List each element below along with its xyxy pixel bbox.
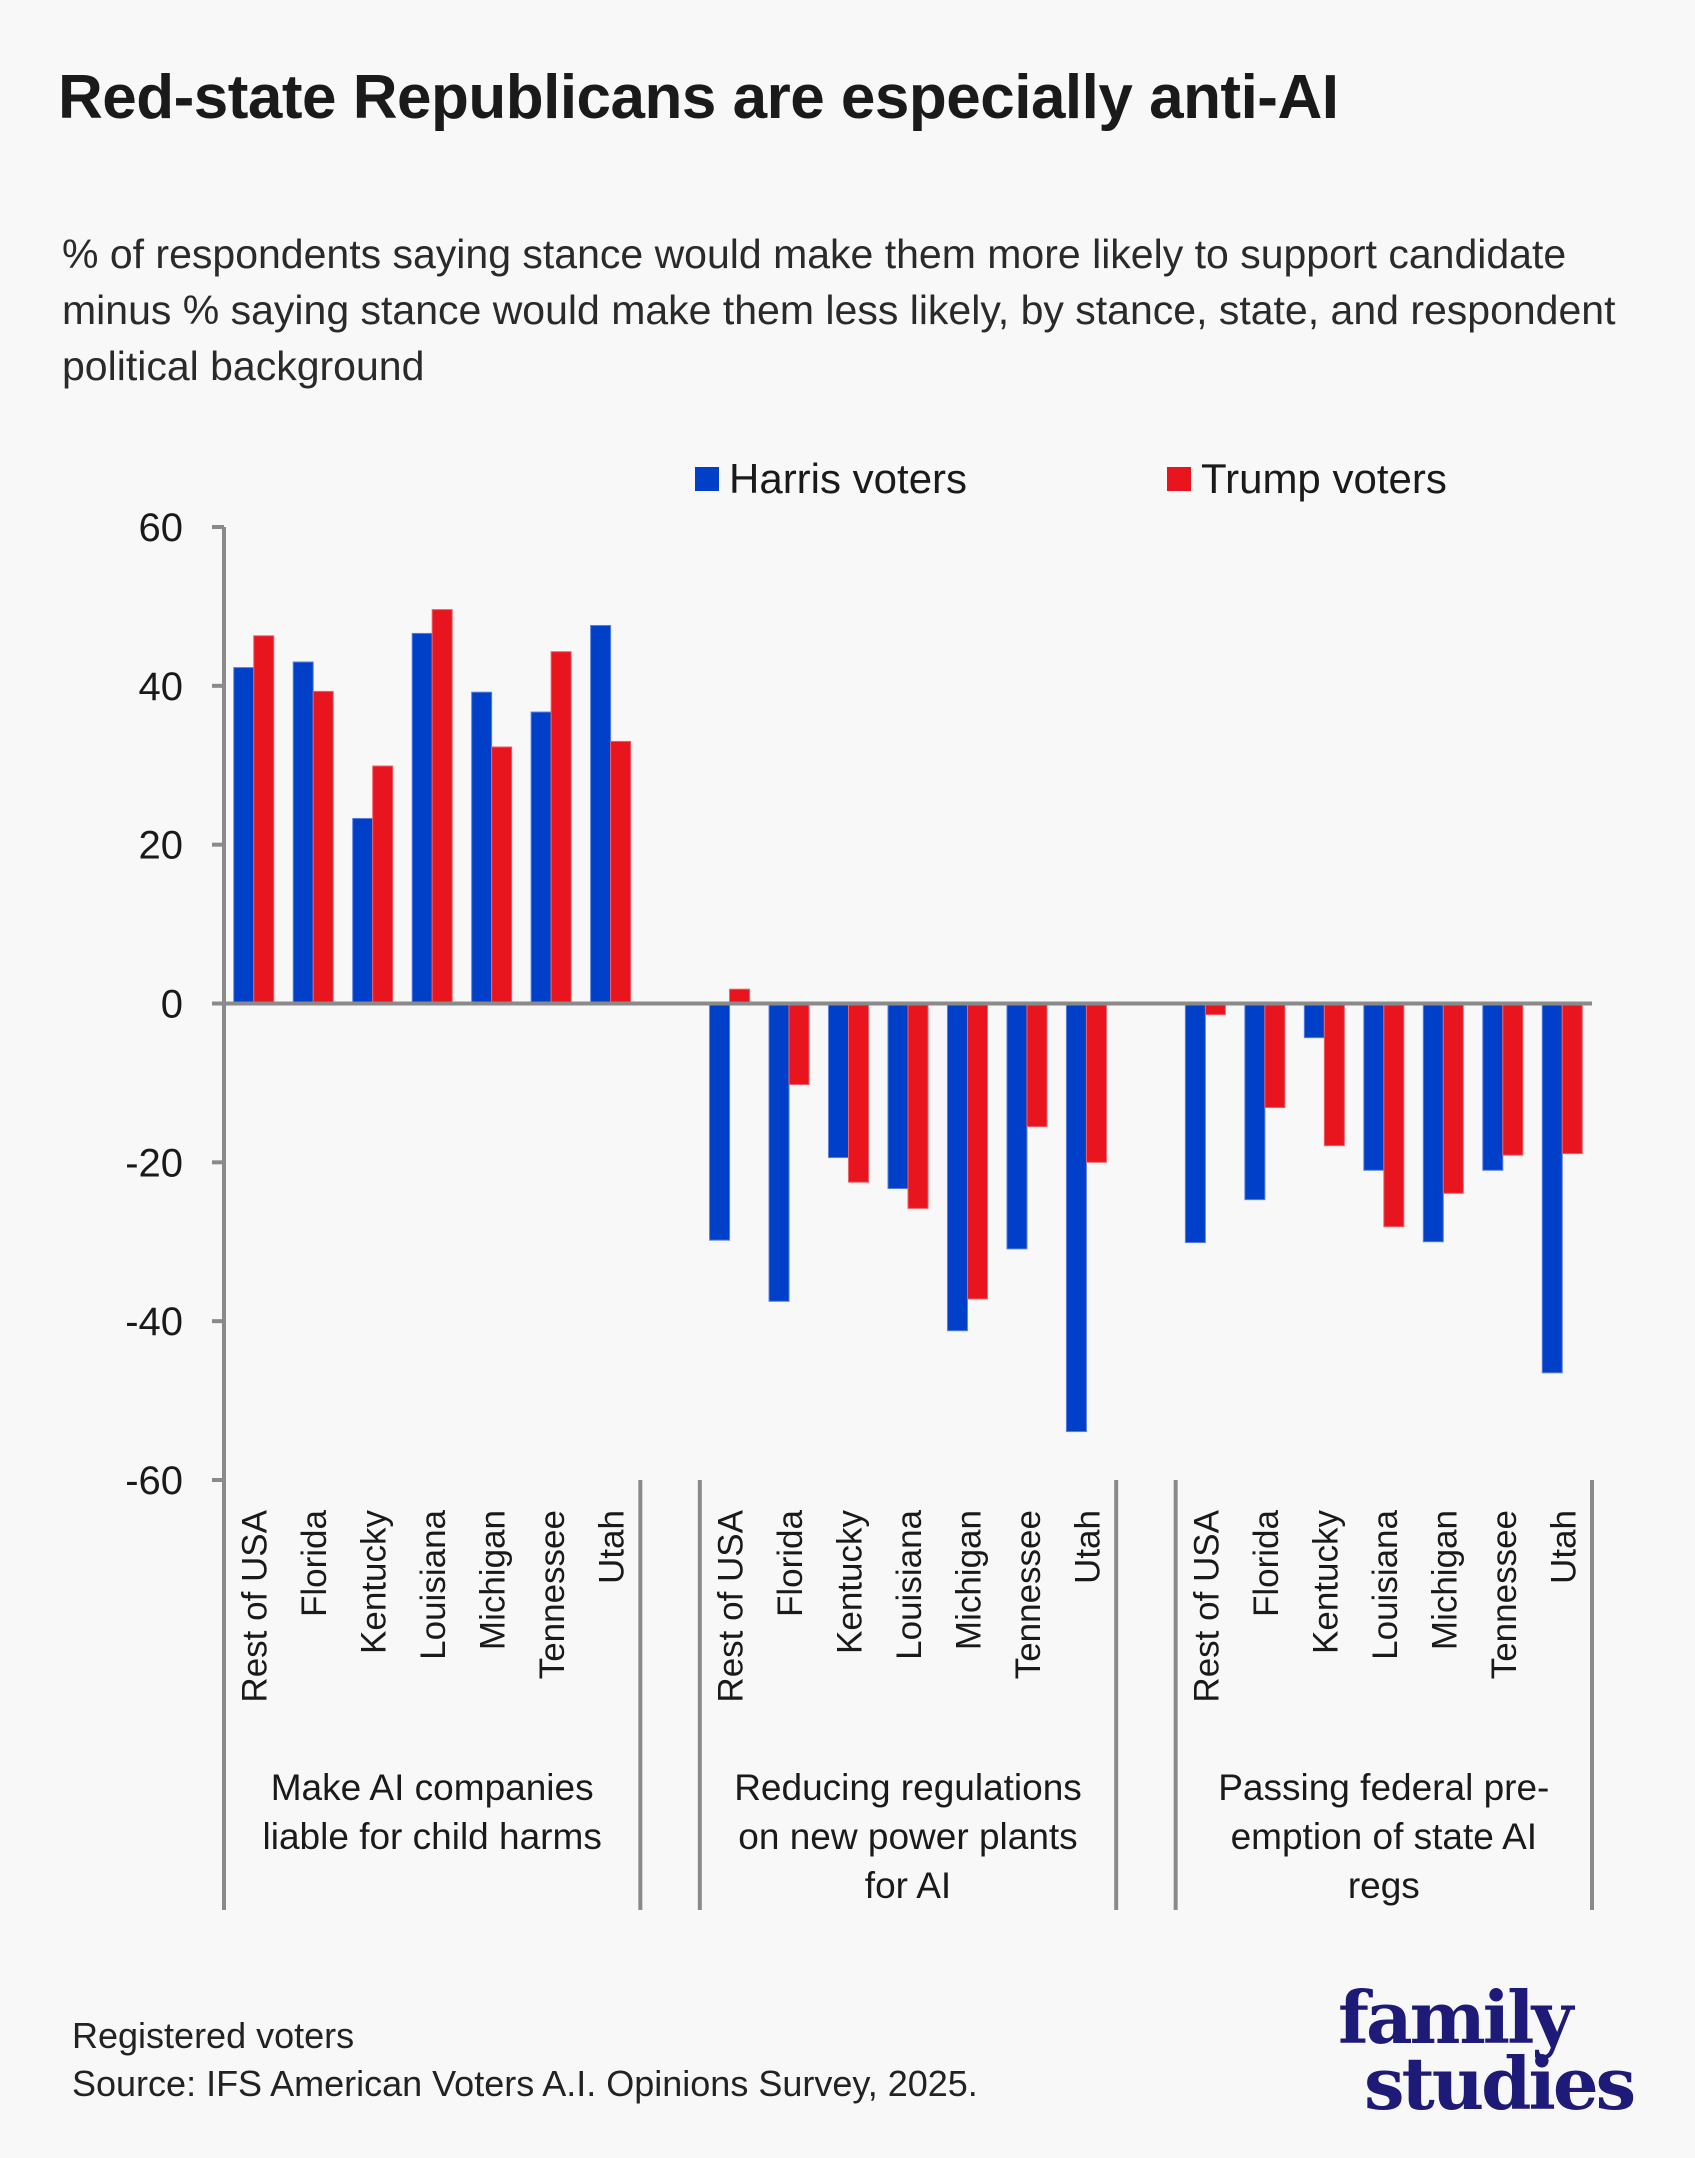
category-label: Utah [1068, 1510, 1107, 1584]
group-label: on new power plants [738, 1816, 1077, 1857]
bar-trump [966, 1003, 988, 1300]
group-label: emption of state AI [1231, 1816, 1537, 1857]
bar-trump [610, 740, 632, 1004]
bar-trump [1026, 1003, 1048, 1128]
y-tick-label: 60 [139, 506, 184, 550]
bar-harris [352, 817, 374, 1004]
bar-trump [431, 609, 453, 1004]
chart-title: Red-state Republicans are especially ant… [58, 63, 1339, 132]
group-label: Passing federal pre- [1218, 1767, 1549, 1808]
bar-harris [768, 1003, 790, 1302]
bar-trump [491, 746, 513, 1005]
bar-trump [312, 690, 334, 1005]
bar-harris [709, 1003, 731, 1241]
group-label: regs [1348, 1865, 1420, 1906]
logo-line-1: family [1338, 1975, 1573, 2060]
legend-label-harris: Harris voters [729, 455, 967, 502]
y-tick-label: -40 [125, 1300, 183, 1344]
category-label: Utah [593, 1510, 632, 1584]
category-label: Utah [1544, 1510, 1583, 1584]
bar-trump [1442, 1003, 1464, 1194]
bar-trump [1085, 1003, 1107, 1163]
bar-harris [1303, 1003, 1325, 1039]
bar-trump [1383, 1003, 1405, 1228]
y-tick-label: 20 [139, 824, 184, 868]
bar-harris [1422, 1003, 1444, 1243]
bar-harris [1184, 1003, 1206, 1244]
bar-trump [253, 635, 275, 1004]
y-tick-label: 40 [139, 665, 184, 709]
category-label: Florida [1247, 1509, 1286, 1617]
bar-harris [1482, 1003, 1504, 1171]
chart-subtitle: % of respondents saying stance would mak… [62, 231, 1616, 389]
footer-source: Source: IFS American Voters A.I. Opinion… [72, 2063, 978, 2104]
bar-trump [1502, 1003, 1524, 1156]
bar-harris [233, 667, 255, 1004]
bar-trump [907, 1003, 929, 1209]
y-tick-label: -60 [125, 1459, 183, 1503]
bar-trump [550, 651, 572, 1004]
group-label: Reducing regulations [734, 1767, 1082, 1808]
family-studies-logo: family studies [1338, 1975, 1636, 2126]
group-label: for AI [865, 1865, 951, 1906]
bar-harris [828, 1003, 850, 1159]
y-tick-label: 0 [161, 983, 183, 1027]
category-label: Kentucky [831, 1510, 870, 1654]
group-label: Make AI companies [271, 1767, 594, 1808]
bar-trump [848, 1003, 870, 1183]
category-label: Florida [771, 1509, 810, 1617]
category-label: Tennessee [533, 1510, 572, 1679]
bar-harris [292, 661, 314, 1005]
y-tick-label: -20 [125, 1141, 183, 1185]
category-label: Michigan [1425, 1510, 1464, 1650]
bar-harris [1541, 1003, 1563, 1374]
logo-line-2: studies [1364, 2041, 1636, 2126]
category-label: Michigan [474, 1510, 513, 1650]
category-label: Tennessee [1485, 1510, 1524, 1679]
category-label: Kentucky [1306, 1510, 1345, 1654]
bar-harris [590, 624, 612, 1005]
category-label: Michigan [949, 1510, 988, 1650]
bar-harris [1363, 1003, 1385, 1171]
legend-swatch-harris [695, 467, 719, 491]
category-label: Florida [295, 1509, 334, 1617]
bar-trump [1561, 1003, 1583, 1155]
bar-harris [1065, 1003, 1087, 1433]
bar-trump [788, 1003, 810, 1086]
category-label: Louisiana [1366, 1509, 1405, 1659]
category-label: Rest of USA [712, 1509, 751, 1702]
bar-harris [946, 1003, 968, 1332]
bar-trump [1264, 1003, 1286, 1109]
legend-label-trump: Trump voters [1201, 455, 1447, 502]
category-label: Louisiana [414, 1509, 453, 1659]
footer: Registered voters Source: IFS American V… [72, 2012, 978, 2108]
bar-trump [372, 765, 394, 1005]
category-label: Rest of USA [1187, 1509, 1226, 1702]
bar-harris [471, 691, 493, 1004]
footer-note: Registered voters [72, 2015, 355, 2056]
bar-harris [530, 711, 552, 1004]
category-label: Rest of USA [236, 1509, 275, 1702]
bar-harris [1006, 1003, 1028, 1250]
category-label: Kentucky [355, 1510, 394, 1654]
bar-trump [729, 988, 751, 1005]
category-label: Tennessee [1009, 1510, 1048, 1679]
bar-harris [411, 632, 433, 1004]
bar-harris [887, 1003, 909, 1190]
category-label: Louisiana [890, 1509, 929, 1659]
bar-trump [1323, 1003, 1345, 1147]
bar-harris [1244, 1003, 1266, 1201]
legend-swatch-trump [1167, 467, 1191, 491]
group-label: liable for child harms [263, 1816, 602, 1857]
